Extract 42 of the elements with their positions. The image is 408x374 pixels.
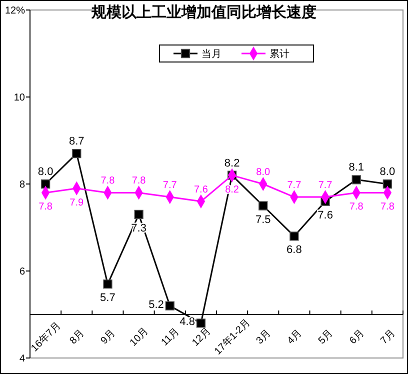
data-label: 8.0: [380, 166, 396, 178]
data-label: 5.2: [148, 298, 164, 311]
data-label: 7.7: [162, 180, 178, 192]
x-tick-label: 11月: [159, 326, 182, 348]
data-label: 7.8: [132, 176, 146, 187]
data-label: 6.8: [286, 244, 302, 256]
data-label: 7.7: [287, 180, 302, 192]
x-tick-label: 12月: [190, 326, 214, 349]
legend-label: 当月: [202, 48, 222, 60]
y-tick-label: 12%: [4, 6, 26, 16]
data-label: 7.6: [318, 209, 333, 222]
data-label: 7.8: [380, 202, 395, 213]
legend-label: 累计: [270, 48, 290, 60]
x-tick-label: 10月: [128, 326, 151, 349]
data-label: 7.8: [38, 202, 53, 213]
data-label: 8.0: [256, 167, 271, 178]
data-label: 8.7: [68, 136, 84, 148]
x-tick-label: 9月: [99, 328, 118, 347]
x-tick-label: 6月: [348, 328, 366, 347]
data-label: 7.9: [70, 197, 84, 208]
data-label: 8.1: [348, 162, 364, 174]
data-label: 7.8: [349, 202, 364, 213]
data-label: 7.7: [318, 180, 333, 192]
data-label: 7.6: [194, 184, 208, 196]
chart-title: 规模以上工业增加值同比增长速度: [90, 3, 316, 21]
data-label: 8.0: [38, 166, 54, 178]
x-tick-label: 16年7月: [28, 320, 64, 354]
x-tick-label: 17年1-2月: [212, 316, 253, 358]
data-label: 7.5: [255, 214, 271, 226]
y-tick-label: 4: [19, 354, 26, 364]
y-tick-label: 6: [19, 266, 26, 278]
x-tick-label: 5月: [316, 328, 336, 347]
x-tick-label: 4月: [286, 328, 304, 347]
x-tick-label: 7月: [378, 328, 398, 347]
data-label: 4.8: [180, 316, 195, 328]
data-label: 7.8: [100, 176, 116, 187]
x-tick-label: 8月: [68, 328, 87, 347]
x-tick-label: 3月: [254, 328, 274, 347]
data-label: 8.2: [224, 157, 240, 170]
y-tick-label: 8: [19, 180, 26, 190]
y-tick-label: 10: [14, 92, 26, 104]
data-label: 5.7: [100, 292, 116, 304]
